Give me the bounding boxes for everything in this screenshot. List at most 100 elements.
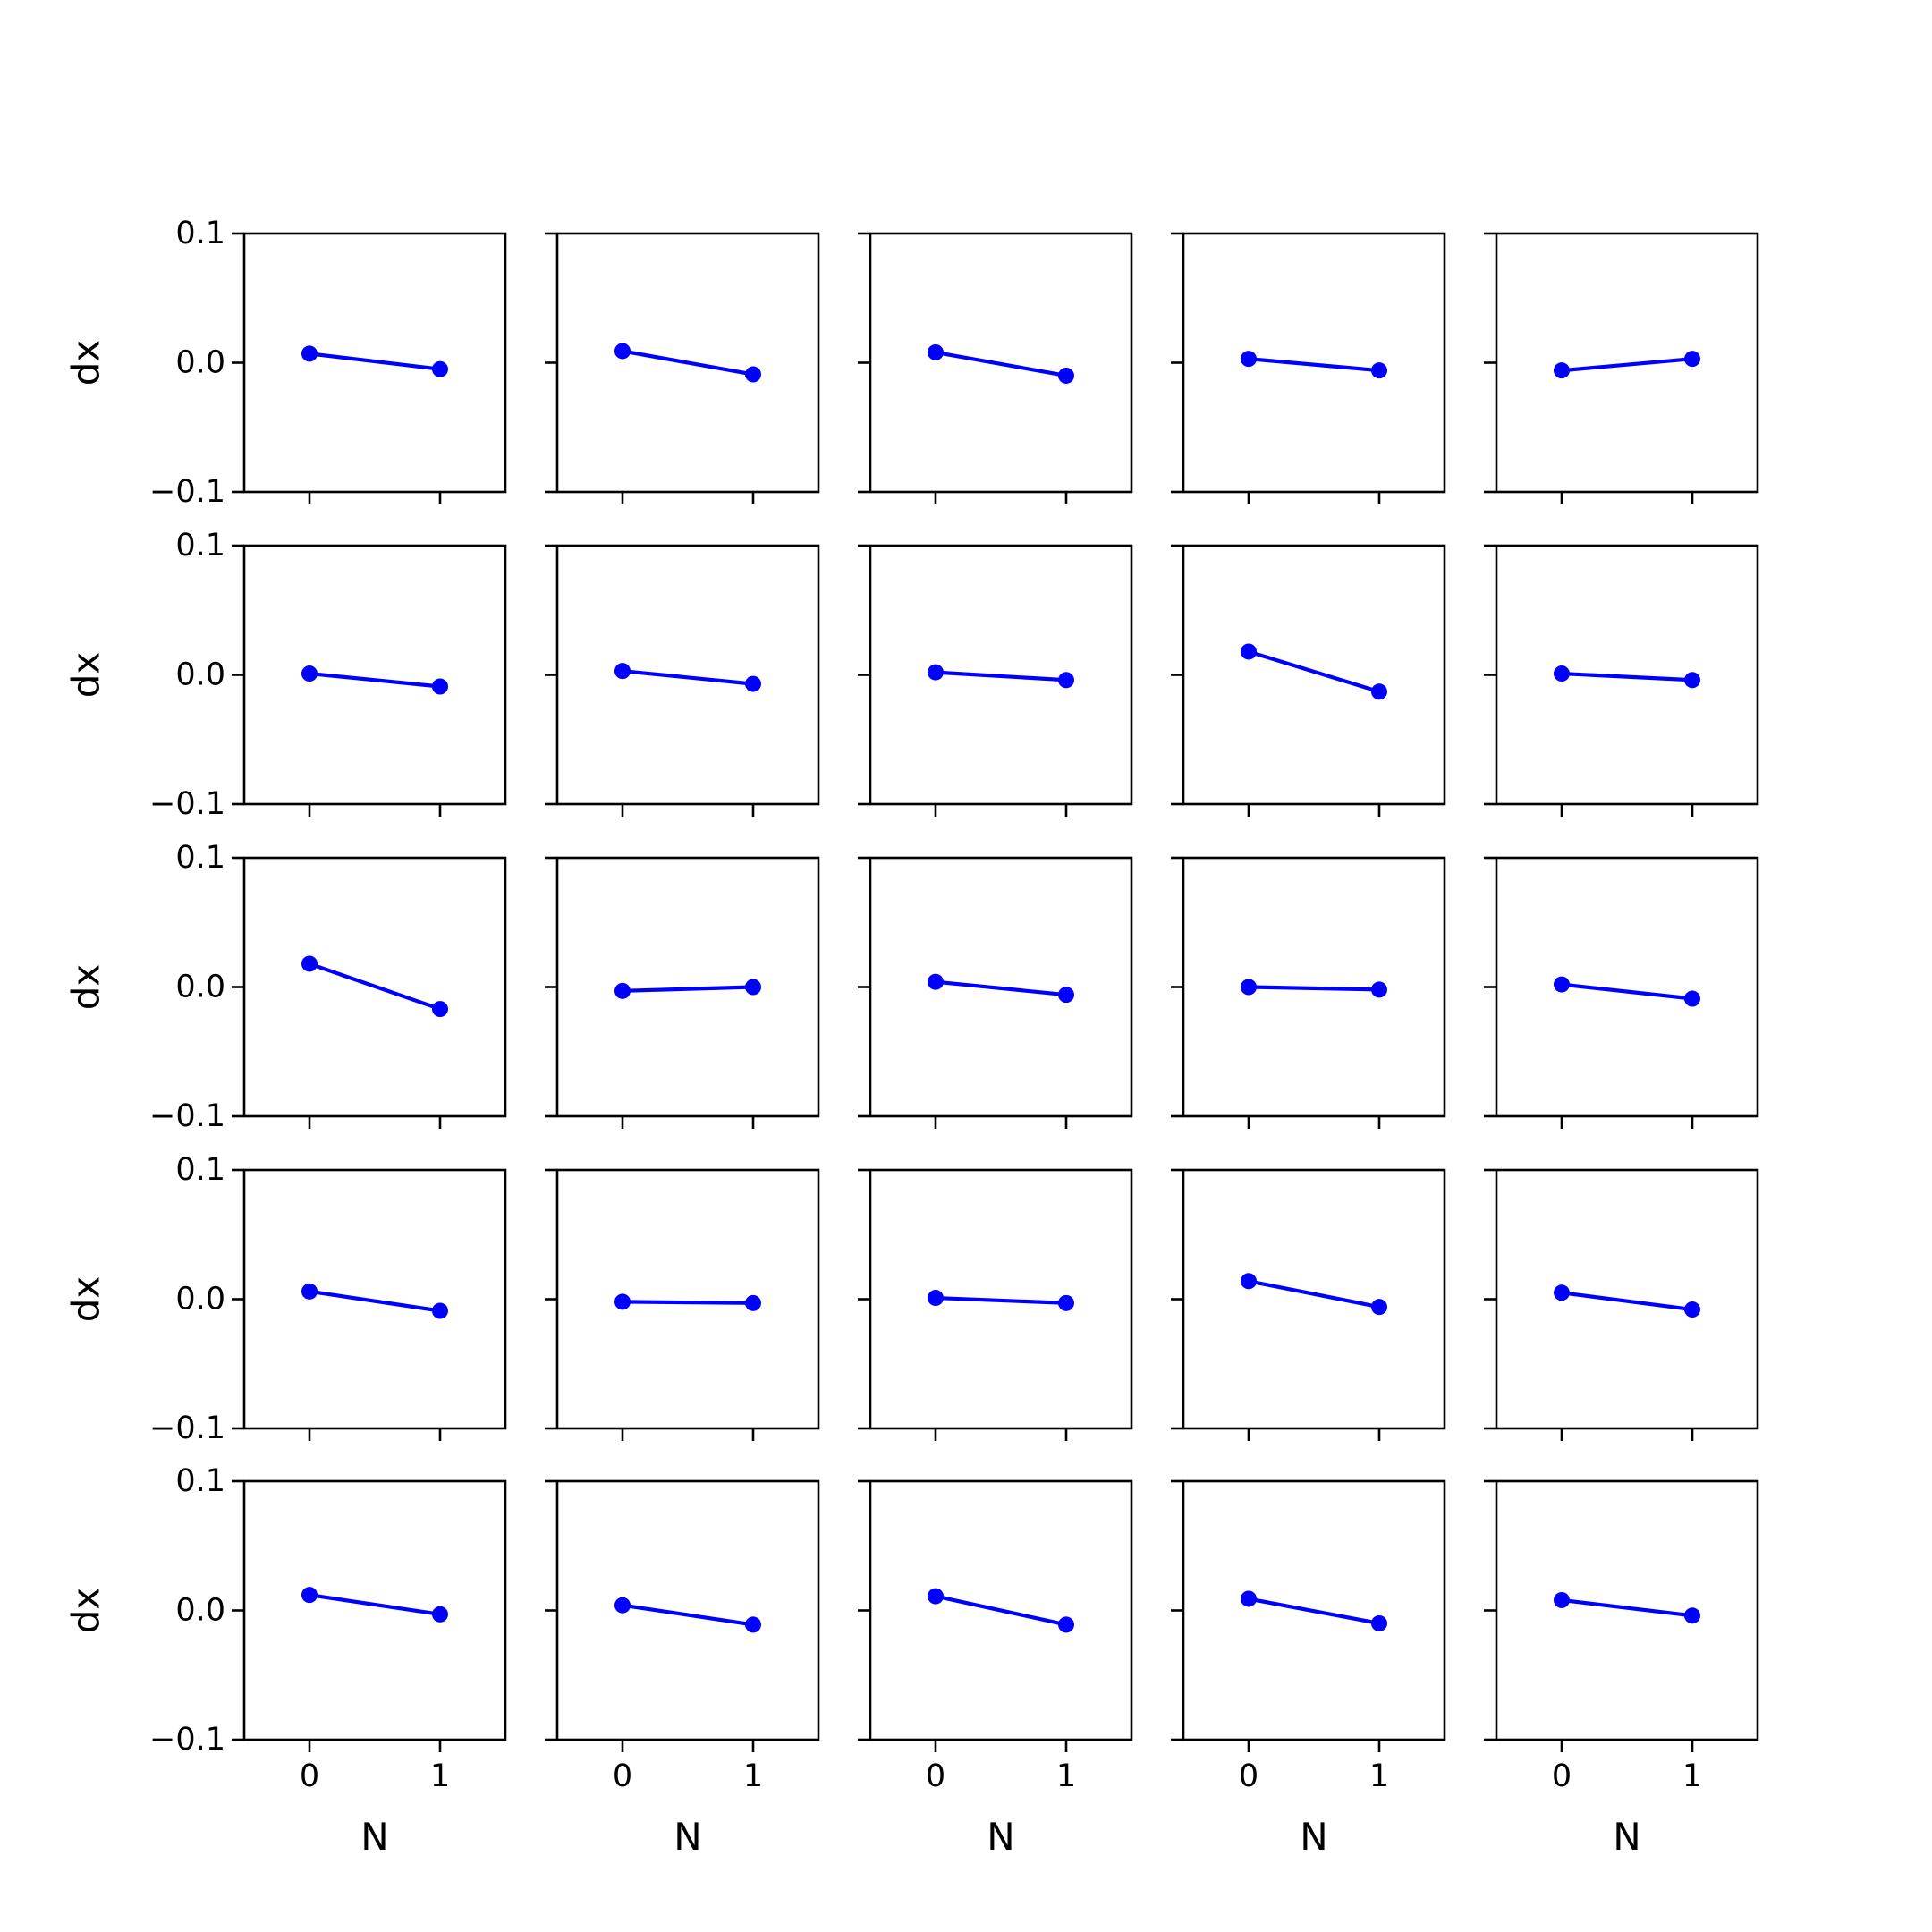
data-point [1241,1590,1257,1607]
y-axis-label: dx [64,964,108,1011]
panel-r4-c4 [1171,1168,1446,1441]
y-axis-label: dx [64,652,108,699]
data-point [928,973,944,990]
panel-r2-c4 [1171,544,1446,817]
data-point [928,1588,944,1605]
series-line [309,1593,441,1616]
y-tick-label: 0.1 [175,1152,225,1188]
data-point [745,1616,761,1633]
panel-r1-c4 [1171,232,1446,504]
data-point [928,664,944,681]
data-point [432,678,448,695]
y-tick-label: 0.1 [175,840,225,876]
axes-frame [555,1168,820,1430]
panel-r4-c3 [858,1168,1133,1441]
series-line [1561,982,1693,1001]
series-line [1248,1597,1380,1626]
y-tick-label: 0.0 [175,345,225,381]
data-point [1058,367,1074,384]
data-point [1371,981,1387,998]
series-line [309,1289,441,1313]
axes-frame [1182,1168,1446,1430]
panel-r2-c3 [858,544,1133,817]
data-point [928,343,944,360]
x-axis-label: N [1300,1815,1327,1859]
axes-frame [1182,856,1446,1118]
y-axis-label: dx [64,340,108,386]
axes-frame [1495,544,1759,806]
data-point [1241,643,1257,660]
panel-r1-c2 [545,232,820,504]
series-line [622,1603,754,1627]
data-point [614,663,631,680]
axes-frame [242,544,507,806]
x-axis-label: N [674,1815,701,1859]
series-line [1248,1279,1380,1309]
x-axis-label: N [360,1815,388,1859]
series-line [309,352,441,371]
data-point [1554,362,1570,379]
data-point [301,345,318,362]
data-point [745,1294,761,1311]
data-point [1058,672,1074,689]
x-tick-label: 0 [1552,1758,1572,1794]
series-line [309,671,441,689]
y-tick-label: 0.0 [175,657,225,693]
data-point [301,1283,318,1300]
series-line [935,1594,1067,1627]
axes-frame [1495,232,1759,494]
panel-r3-c1: −0.1 0.0 0.1 dx [64,840,507,1134]
panel-r5-c3: 0 1 N [858,1479,1133,1859]
data-point [1684,351,1700,368]
panel-r1-c3 [858,232,1133,504]
panel-r2-c2 [545,544,820,817]
y-tick-label: −0.1 [149,1722,225,1758]
axes-frame [1182,232,1446,494]
x-tick-label: 1 [430,1758,450,1794]
panel-r1-c1: −0.1 0.0 0.1 dx [64,216,507,510]
data-point [1684,1607,1700,1624]
x-tick-label: 0 [300,1758,319,1794]
data-point [1058,987,1074,1004]
data-point [745,366,761,383]
series-line [622,669,754,686]
y-axis-label: dx [64,1588,108,1634]
axes-frame [869,1168,1133,1430]
series-line [1248,357,1380,373]
data-point [1241,979,1257,996]
panel-r5-c2: 0 1 N [545,1479,820,1859]
axes-frame [555,232,820,494]
series-line [1561,671,1693,682]
data-point [745,675,761,692]
data-point [432,1606,448,1623]
data-point [1241,351,1257,368]
x-tick-label: 0 [613,1758,632,1794]
data-point [1371,683,1387,700]
panel-r5-c1: −0.1 0.0 0.1 0 1 dx N [64,1463,507,1859]
y-tick-label: −0.1 [149,474,225,510]
data-point [928,1290,944,1307]
data-point [1554,976,1570,993]
data-point [1554,665,1570,682]
series-line [935,1295,1067,1305]
data-point [614,1597,631,1614]
data-point [301,665,318,682]
data-point [614,982,631,999]
y-tick-label: 0.0 [175,970,225,1005]
x-tick-label: 0 [926,1758,945,1794]
y-tick-label: −0.1 [149,1411,225,1446]
panel-r5-c4: 0 1 N [1171,1479,1446,1859]
y-tick-label: 0.1 [175,1463,225,1499]
series-line [1248,985,1380,992]
axes-frame [1182,1479,1446,1741]
panels-layer: −0.10.00.1dx−0.10.00.1dx−0.10.00.1dx−0.1… [64,216,1759,1859]
axes-frame [242,856,507,1118]
axes-frame [242,1168,507,1430]
y-tick-label: 0.1 [175,216,225,251]
data-point [745,979,761,996]
data-point [1058,1294,1074,1311]
panel-r4-c5 [1484,1168,1759,1441]
x-tick-label: 1 [1056,1758,1076,1794]
x-tick-label: 1 [743,1758,763,1794]
